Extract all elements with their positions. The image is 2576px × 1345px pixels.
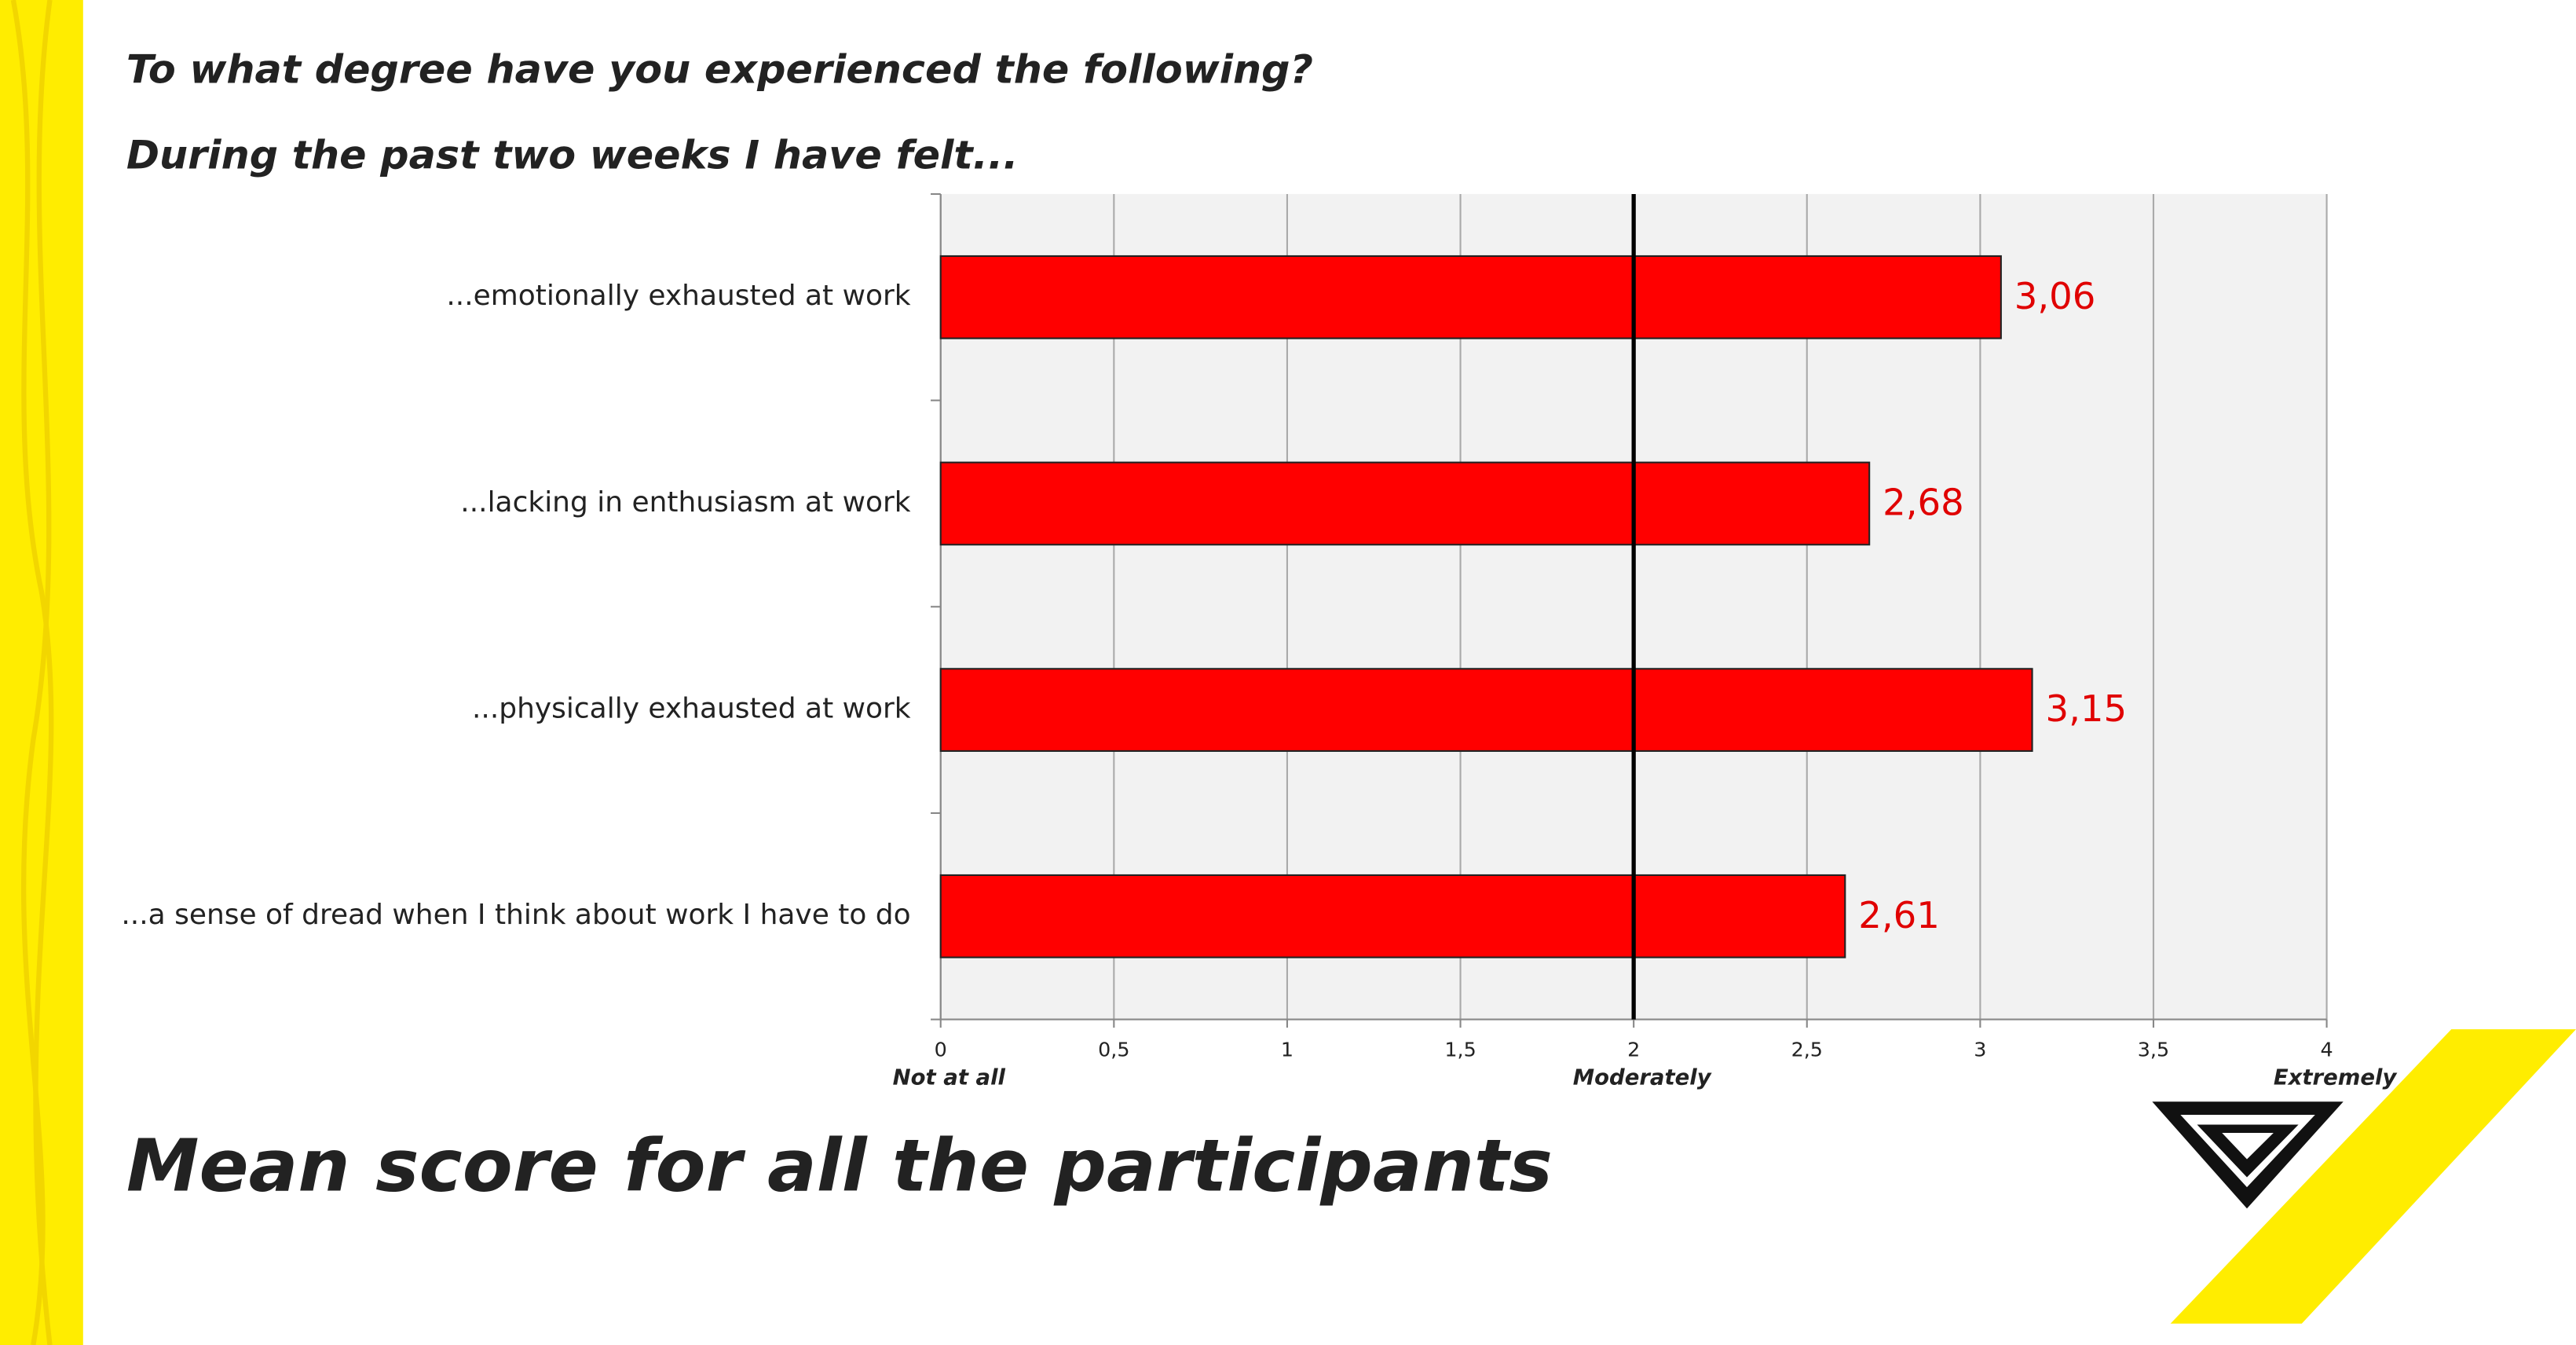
stripe-wave [20, 0, 53, 1345]
bar [939, 668, 2033, 752]
value-label: 2,61 [1858, 894, 1940, 936]
chart-title: Mean score for all the participants [126, 1123, 1553, 1208]
logo [2222, 1133, 2274, 1160]
x-tick-label: 1,5 [1444, 1038, 1476, 1061]
y-tick-label: ...lacking in enthusiasm at work [460, 486, 911, 519]
value-label: 3,06 [2014, 275, 2096, 317]
y-tick-label: ...emotionally exhausted at work [446, 280, 911, 312]
bar [939, 874, 1846, 958]
axis-annotation: Not at all [893, 1066, 1006, 1090]
y-tick-label: ...a sense of dread when I think about w… [121, 899, 910, 931]
value-label: 2,68 [1883, 482, 1964, 524]
x-tick-label: 1 [1281, 1038, 1293, 1061]
x-tick-label: 2,5 [1791, 1038, 1823, 1061]
value-label: 3,15 [2045, 687, 2127, 730]
x-tick-label: 3 [1974, 1038, 1986, 1061]
x-tick-label: 0 [935, 1038, 947, 1061]
x-tick-label: 3,5 [2138, 1038, 2169, 1061]
bar [939, 461, 1871, 546]
x-tick-label: 2 [1627, 1038, 1640, 1061]
axis-annotation: Extremely [2274, 1066, 2398, 1090]
prompt: During the past two weeks I have felt... [126, 132, 1019, 178]
axis-annotation: Moderately [1573, 1066, 1712, 1090]
bar [939, 255, 2002, 339]
logo-stripe [2170, 1029, 2576, 1324]
x-tick-label: 4 [2320, 1038, 2333, 1061]
x-tick-label: 0,5 [1098, 1038, 1129, 1061]
y-tick-label: ...physically exhausted at work [472, 693, 911, 725]
question: To what degree have you experienced the … [126, 46, 1313, 93]
